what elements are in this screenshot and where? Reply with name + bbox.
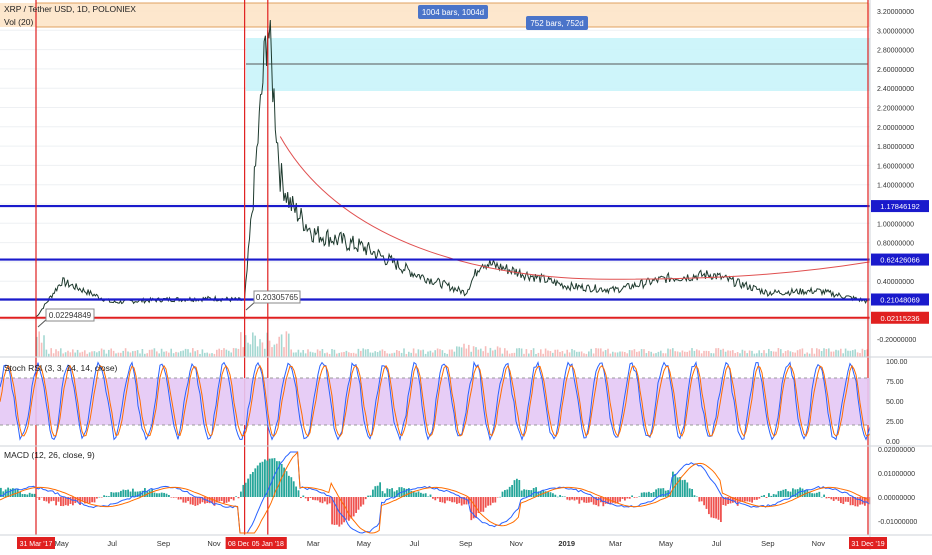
time-axis-label: May (659, 539, 673, 548)
time-axis-label: Sep (761, 539, 774, 548)
time-axis-label: Mar (307, 539, 320, 548)
time-axis-label: Nov (812, 539, 826, 548)
price-axis-tick-label: 1.60000000 (877, 163, 914, 170)
rsi-axis-tick-label: 0.00 (886, 439, 900, 446)
range-label-1004-text: 1004 bars, 1004d (422, 8, 484, 17)
time-axis-date-badge-text: 05 Jan '18 (252, 541, 284, 548)
range-label-1004: 1004 bars, 1004d (418, 5, 488, 19)
range-label-752: 752 bars, 752d (526, 16, 588, 30)
time-axis-label: Sep (157, 539, 170, 548)
rsi-label: Stoch RSI (3, 3, 14, 14, close) (4, 363, 118, 373)
time-axis-date-badge: 05 Jan '18 (248, 537, 287, 549)
time-axis-date-badge-text: 31 Dec '19 (851, 541, 884, 548)
price-callout-low-text: 0.02294849 (49, 311, 92, 320)
price-callout-low: 0.02294849 (37, 308, 95, 328)
price-axis-tick-label: 2.20000000 (877, 106, 914, 113)
chart-title: XRP / Tether USD, 1D, POLONIEX (4, 4, 136, 14)
time-axis-label: Jul (107, 539, 117, 548)
macd-label: MACD (12, 26, close, 9) (4, 450, 95, 460)
rsi-axis-tick-label: 50.00 (886, 399, 904, 406)
curve-drawing (279, 136, 871, 280)
macd-axis-tick-label: 0.02000000 (878, 447, 915, 454)
time-axis-label: 2019 (558, 539, 575, 548)
macd-axis-tick-label: 0.00000000 (878, 495, 915, 502)
volume-label: Vol (20) (4, 17, 33, 27)
time-axis-label: Sep (459, 539, 472, 548)
rsi-axis-tick-label: 100.00 (886, 359, 908, 366)
rsi-axis-tick-label: 25.00 (886, 419, 904, 426)
time-axis-date-badge: 31 Dec '19 (849, 537, 887, 549)
time-axis-date-badge-text: 08 Dec '17 (228, 541, 261, 548)
volume-bars (36, 331, 868, 357)
price-axis-tick-label: 1.80000000 (877, 144, 914, 151)
time-axis-label: Nov (207, 539, 221, 548)
level-price-badge-text: 0.21048069 (880, 295, 920, 304)
time-axis-label: Jul (712, 539, 722, 548)
price-axis-tick-label: 3.00000000 (877, 28, 914, 35)
level-price-badge: 0.02115236 (871, 311, 929, 324)
price-callout-dec: 0.20305765 (245, 290, 301, 311)
price-axis-tick-label: 2.40000000 (877, 86, 914, 93)
level-price-badge-text: 1.17846192 (880, 202, 920, 211)
price-axis-tick-label: 0.40000000 (877, 279, 914, 286)
rsi-d-line (0, 364, 871, 438)
macd-line (0, 451, 870, 534)
level-price-badge: 0.21048069 (871, 293, 929, 306)
price-axis-tick-label: 2.00000000 (877, 125, 914, 132)
time-axis-label: May (55, 539, 69, 548)
price-axis-tick-label: 0.80000000 (877, 241, 914, 248)
macd-axis-tick-label: 0.01000000 (878, 471, 915, 478)
price-callout-dec-text: 0.20305765 (256, 293, 299, 302)
price-axis-tick-label: 2.80000000 (877, 48, 914, 55)
price-series-line (35, 19, 869, 318)
level-price-badge: 0.62426066 (871, 253, 929, 266)
level-price-badge: 1.17846192 (871, 200, 929, 213)
range-label-752-text: 752 bars, 752d (530, 19, 583, 28)
time-axis-date-badge-text: 31 Mar '17 (20, 541, 53, 548)
time-axis-label: Mar (609, 539, 622, 548)
level-price-badge-text: 0.62426066 (880, 256, 920, 265)
rsi-k-line (0, 360, 871, 442)
macd-signal-line (0, 451, 870, 534)
time-axis-label: May (357, 539, 371, 548)
level-price-badge-text: 0.02115236 (880, 314, 919, 323)
price-axis-tick-label: 2.60000000 (877, 67, 914, 74)
price-axis-tick-label: 3.20000000 (877, 9, 914, 16)
price-axis-tick-label: 1.40000000 (877, 183, 914, 190)
rsi-axis-tick-label: 75.00 (886, 379, 904, 386)
price-axis-tick-label: 1.00000000 (877, 221, 914, 228)
price-axis-tick-label: -0.20000000 (877, 337, 916, 344)
macd-axis-tick-label: -0.01000000 (878, 519, 917, 526)
time-axis-label: Jul (410, 539, 420, 548)
time-axis-label: Nov (509, 539, 523, 548)
time-axis-date-badge: 31 Mar '17 (17, 537, 55, 549)
